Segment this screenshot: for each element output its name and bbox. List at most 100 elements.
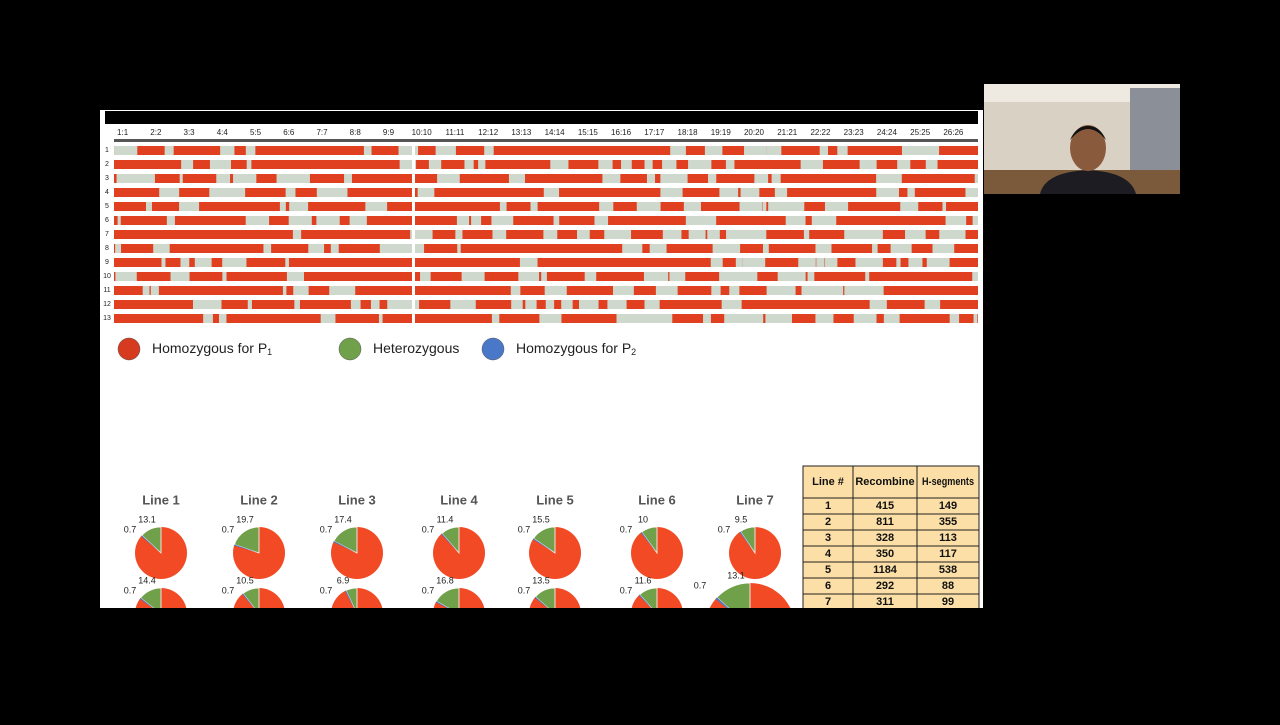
het-segment [725,160,735,169]
chrom-gap [412,272,415,281]
het-segment [602,174,621,183]
het-segment [579,300,599,309]
het-segment [246,160,252,169]
tick-strip [114,139,978,142]
het-segment [510,286,521,295]
het-segment [181,160,194,169]
het-segment [774,188,788,197]
pie-p2 [435,601,449,608]
pie-het [233,526,260,554]
het-segment [594,216,609,225]
chromosome-label: 10:10 [412,128,433,137]
chromosome-label: 13:13 [511,128,532,137]
het-segment [726,230,746,239]
het-segment [973,314,978,323]
pie-p2 [141,535,161,553]
row-label: 5 [105,203,109,210]
het-segment [780,202,805,211]
chromosome-label: 11:11 [446,128,465,137]
het-segment [226,188,246,197]
chromosome-label: 9:9 [383,128,395,137]
het-segment [285,258,289,267]
het-segment [402,300,420,309]
het-segment [145,202,152,211]
pie-het-label: 17.4 [334,514,352,524]
person-head [1070,125,1106,171]
pie-het [534,587,556,608]
pie-het [739,526,756,555]
pie-het-label: 15.5 [532,514,550,524]
het-segment [349,216,367,225]
het-segment [901,146,925,155]
row-label: 6 [105,217,109,224]
chromosome-label: 4:4 [217,128,229,137]
chromosome-label: 25:25 [910,128,931,137]
het-segment [553,216,560,225]
het-segment [599,202,614,211]
pie-p2-label: 0.7 [320,585,333,595]
chromosome-label: 14:14 [545,128,566,137]
het-segment [705,314,711,323]
het-segment [544,286,567,295]
pie-het [441,526,460,555]
pie-title: Line 5 [536,492,574,507]
het-segment [862,258,883,267]
row-label: 12 [103,301,111,308]
het-segment [609,300,627,309]
het-segment [612,286,634,295]
het-segment [762,244,769,253]
het-segment [945,216,967,225]
chromosome-label: 18:18 [678,128,699,137]
het-segment [785,216,806,225]
strip [114,160,978,169]
het-segment [824,202,849,211]
het-segment [905,230,926,239]
table-value: 350 [876,548,894,560]
pie-p2-label: 0.7 [422,585,435,595]
pie-het-label: 6.9 [337,575,350,585]
het-segment [461,272,485,281]
het-segment [598,160,613,169]
het-segment [777,272,788,281]
table-value: 88 [942,580,954,592]
chrom-gap [412,300,415,309]
het-segment [965,188,978,197]
het-segment [183,202,189,211]
pie-het-label: 11.6 [635,575,652,585]
het-segment [142,286,150,295]
het-segment [462,300,476,309]
het-segment [350,300,361,309]
strip [114,244,978,253]
chrom-gap [412,146,415,155]
table-value: 311 [876,596,894,608]
pie-title: Line 4 [440,492,478,507]
het-segment [437,174,460,183]
chromosome-label: 26:26 [943,128,964,137]
pie-p2-label: 0.7 [620,585,633,595]
het-segment [458,300,464,309]
pie-p2 [139,597,154,608]
table-value: 538 [939,564,957,576]
het-segment [711,286,721,295]
het-segment [771,286,796,295]
het-segment [478,160,486,169]
chromosome-label: 21:21 [777,128,798,137]
het-segment [671,188,678,197]
legend-dot [338,337,362,361]
het-segment [707,230,720,239]
het-segment [803,230,810,239]
het-segment [784,314,793,323]
pie-title: Line 7 [736,492,774,507]
het-segment [646,174,656,183]
pie-het-label: 14.4 [138,575,156,585]
table-value: 117 [939,548,957,560]
het-segment [294,300,300,309]
het-segment [859,160,877,169]
het-segment [924,300,941,309]
het-segment [222,272,227,281]
het-segment [670,146,686,155]
pie-het-label: 16.8 [436,575,454,585]
het-segment [398,146,419,155]
het-segment [159,188,180,197]
het-segment [607,300,614,309]
